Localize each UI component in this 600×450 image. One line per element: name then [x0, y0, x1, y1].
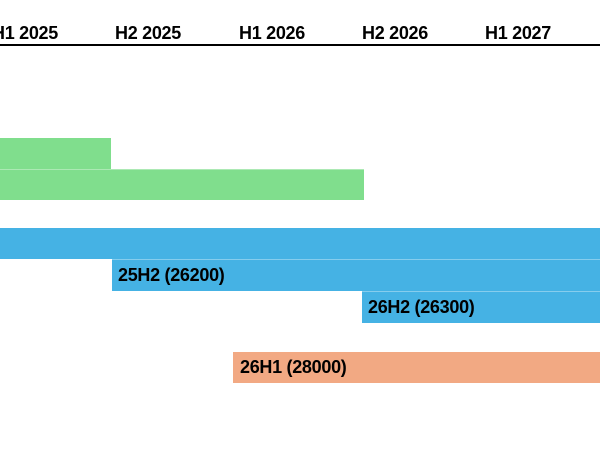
bar-label-26h2: 26H2 (26300)	[368, 296, 475, 317]
gantt-bar-26h2: 26H2 (26300)	[362, 291, 600, 323]
gantt-bar-unlabeled-green-2	[0, 169, 364, 200]
axis-tick-label-h1-2027: H1 2027	[485, 23, 551, 43]
axis-tick-label-h1-2025: H1 2025	[0, 23, 58, 43]
axis-tick-label-h1-2026: H1 2026	[239, 23, 305, 43]
axis-tick-label-h2-2025: H2 2025	[115, 23, 181, 43]
gantt-bar-25h2: 25H2 (26200)	[112, 259, 600, 291]
gantt-bar-unlabeled-green-1	[0, 138, 111, 169]
gantt-bar-unlabeled-blue	[0, 228, 600, 259]
bar-label-25h2: 25H2 (26200)	[118, 264, 225, 285]
axis-tick-label-h2-2026: H2 2026	[362, 23, 428, 43]
gantt-bar-26h1: 26H1 (28000)	[233, 352, 600, 383]
axis-line	[0, 44, 600, 46]
bar-label-26h1: 26H1 (28000)	[240, 357, 347, 377]
